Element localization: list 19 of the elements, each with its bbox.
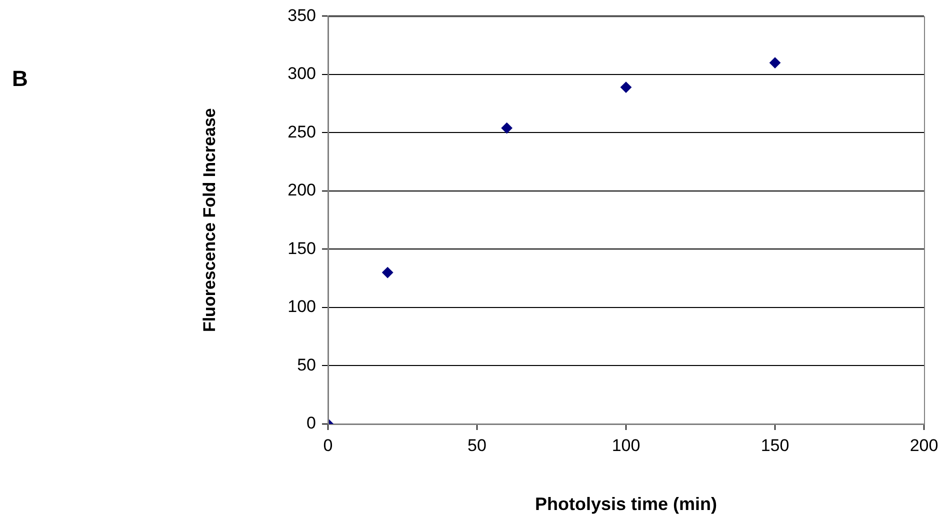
y-tick-label: 100	[288, 297, 316, 316]
y-tick-label: 0	[306, 414, 316, 433]
y-tick-label: 350	[288, 6, 316, 25]
y-tick-label: 250	[288, 122, 316, 142]
y-tick-label: 300	[288, 64, 316, 84]
y-tick-label: 200	[288, 180, 316, 200]
x-tick-label: 200	[910, 436, 938, 455]
x-tick-label: 150	[760, 436, 790, 455]
point	[620, 82, 632, 93]
y-tick-label: 50	[297, 355, 316, 374]
y-axis-title: Fluorescence Fold Increase	[200, 108, 219, 332]
x-axis-title: Photolysis time (min)	[534, 494, 718, 514]
x-tick-label: 50	[468, 436, 486, 455]
point	[770, 57, 780, 68]
x-tick-label: 100	[612, 436, 640, 455]
x-tick-label: 0	[323, 436, 333, 455]
text: B	[12, 66, 28, 92]
point	[501, 122, 512, 134]
y-tick-label: 150	[288, 238, 316, 258]
